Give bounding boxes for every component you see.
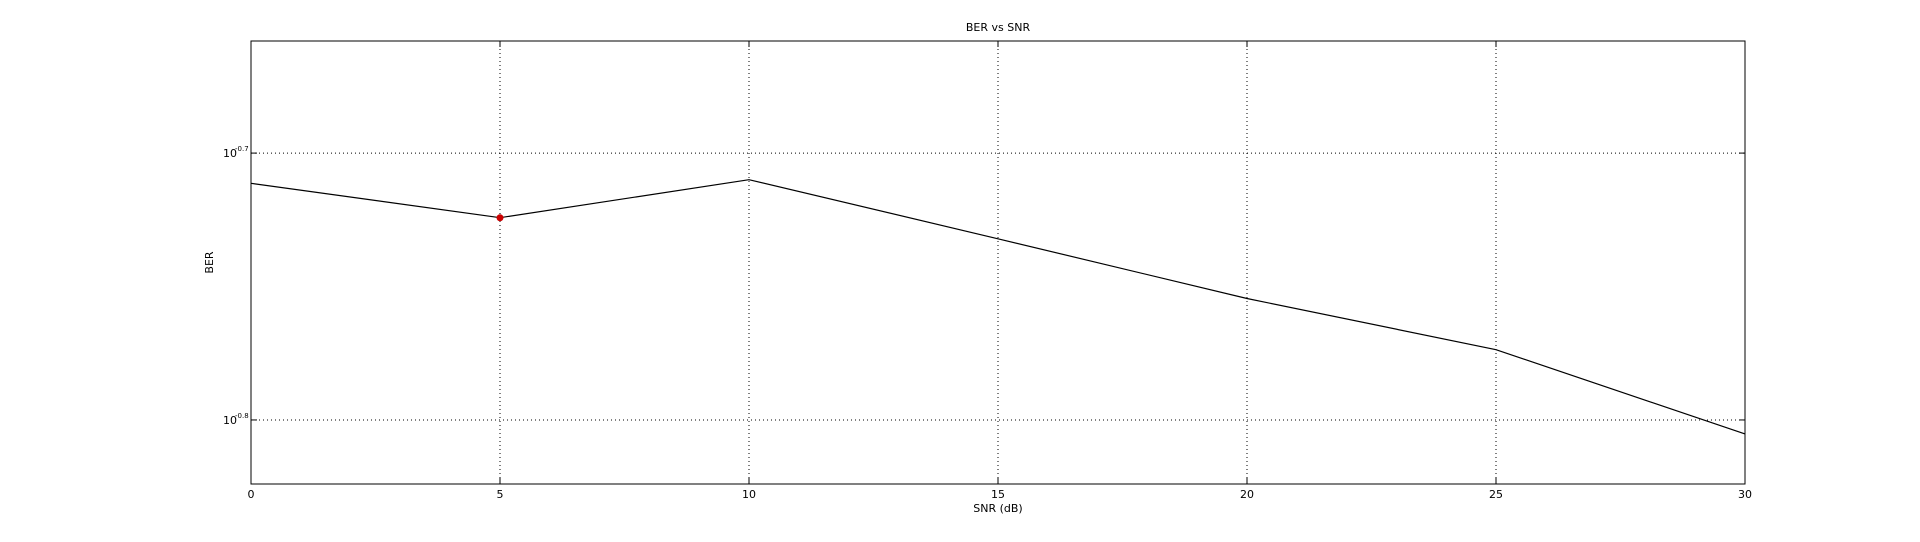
x-tick-label: 15 — [991, 488, 1005, 501]
x-tick-label: 25 — [1489, 488, 1503, 501]
x-tick-label: 5 — [497, 488, 504, 501]
tick-marks — [250, 41, 1746, 484]
x-tick-label: 20 — [1240, 488, 1254, 501]
highlight-point — [496, 214, 504, 222]
series-layer — [250, 179, 1746, 435]
x-tick-label: 10 — [742, 488, 756, 501]
y-axis-label: BER — [203, 251, 216, 273]
x-tick-label: 0 — [248, 488, 255, 501]
grid-lines — [251, 41, 1745, 484]
x-axis-label: SNR (dB) — [973, 502, 1022, 515]
y-tick-label: 10 — [223, 147, 237, 160]
x-tick-label: 30 — [1738, 488, 1752, 501]
y-tick-label-exponent: -0.7 — [235, 145, 249, 153]
y-tick-label: 10 — [223, 414, 237, 427]
y-tick-label-exponent: -0.8 — [235, 412, 249, 420]
chart-title: BER vs SNR — [966, 21, 1031, 34]
